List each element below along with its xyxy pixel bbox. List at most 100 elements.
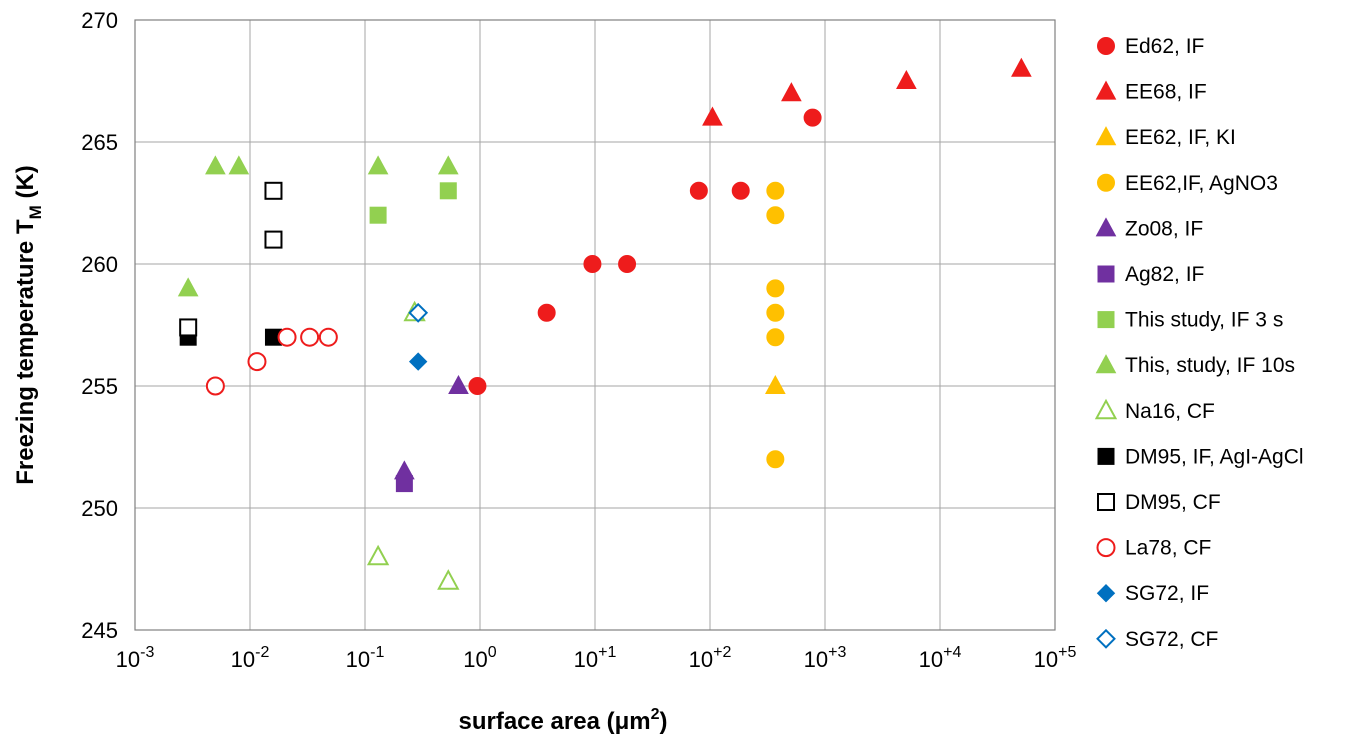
legend-item: Ed62, IF <box>1097 35 1204 58</box>
legend-item: This, study, IF 10s <box>1095 354 1295 377</box>
legend-label: Zo08, IF <box>1125 217 1203 240</box>
data-points <box>177 57 1032 590</box>
legend-marker <box>1095 354 1117 374</box>
legend-marker <box>1097 173 1115 192</box>
data-point <box>395 475 413 493</box>
y-tick-label: 245 <box>81 618 118 643</box>
legend-item: Na16, CF <box>1094 398 1215 423</box>
x-tick-label: 10+4 <box>919 644 962 672</box>
data-point <box>318 327 338 347</box>
x-tick-label: 10-3 <box>116 644 155 672</box>
data-point <box>781 82 802 102</box>
data-point <box>803 108 822 127</box>
data-point <box>264 181 283 200</box>
data-point <box>205 376 225 396</box>
legend-item: DM95, CF <box>1097 491 1221 514</box>
legend-label: EE62, IF, KI <box>1125 126 1236 149</box>
series-1 <box>702 57 1032 126</box>
legend-label: This study, IF 3 s <box>1125 309 1283 332</box>
legend-label: Ag82, IF <box>1125 263 1204 286</box>
legend-item: Ag82, IF <box>1097 263 1204 286</box>
series-12 <box>408 352 428 371</box>
data-point <box>1011 57 1032 77</box>
series-2 <box>765 374 786 394</box>
data-point <box>702 106 723 126</box>
data-point <box>300 327 320 347</box>
x-tick-label: 10+5 <box>1034 644 1077 672</box>
legend-label: DM95, CF <box>1125 491 1221 514</box>
data-point <box>179 318 198 337</box>
legend-label: EE62,IF, AgNO3 <box>1125 172 1278 195</box>
data-point <box>448 374 469 394</box>
legend: Ed62, IF EE68, IF EE62, IF, KI EE62,IF, AgN… <box>1094 35 1304 651</box>
series-5 <box>395 475 413 493</box>
x-tick-labels: 10-3 10-2 10-1 100 10+1 10+2 10+3 10+4 10+5 <box>116 644 1077 672</box>
legend-label: Na16, CF <box>1125 400 1215 423</box>
y-axis-title: Freezing temperature TM (K) <box>12 165 45 485</box>
y-tick-labels: 245 250 255 260 265 270 <box>81 8 118 643</box>
data-point <box>766 303 785 322</box>
x-tick-label: 10+1 <box>574 644 617 672</box>
series-11 <box>205 327 338 396</box>
legend-label: SG72, IF <box>1125 582 1209 605</box>
legend-item: EE62, IF, KI <box>1095 126 1236 149</box>
data-point <box>765 374 786 394</box>
data-point <box>437 569 460 590</box>
data-point <box>766 181 785 200</box>
x-axis-title: surface area (μm2) <box>458 706 667 735</box>
data-point <box>468 377 487 395</box>
legend-item: EE68, IF <box>1095 80 1207 104</box>
legend-label: Ed62, IF <box>1125 35 1204 58</box>
legend-label: SG72, CF <box>1125 628 1218 651</box>
x-tick-label: 10+3 <box>804 644 847 672</box>
series-6 <box>369 182 457 224</box>
data-point <box>177 277 199 297</box>
legend-item: La78, CF <box>1096 537 1211 560</box>
legend-item: DM95, IF, AgI-AgCl <box>1097 445 1304 468</box>
legend-item: Zo08, IF <box>1095 217 1203 240</box>
y-tick-label: 260 <box>81 252 118 277</box>
legend-item: SG72, IF <box>1096 582 1209 605</box>
legend-marker <box>1095 126 1117 146</box>
data-point <box>205 155 226 175</box>
legend-marker <box>1097 311 1115 329</box>
legend-marker <box>1097 265 1115 283</box>
data-point <box>247 352 267 372</box>
legend-marker <box>1096 583 1116 603</box>
legend-label: La78, CF <box>1125 537 1211 560</box>
data-point <box>583 255 602 273</box>
legend-marker <box>1097 493 1115 511</box>
series-7 <box>177 155 459 297</box>
legend-label: EE68, IF <box>1125 81 1207 104</box>
data-point <box>367 155 389 175</box>
x-tick-label: 10-2 <box>231 644 270 672</box>
x-tick-label: 10+2 <box>689 644 732 672</box>
data-point <box>437 155 459 175</box>
data-point <box>264 230 283 249</box>
series-10 <box>179 181 283 337</box>
data-point <box>689 181 708 200</box>
data-point <box>369 206 387 224</box>
data-point <box>408 352 428 371</box>
legend-marker <box>1096 628 1116 649</box>
legend-marker <box>1097 447 1115 465</box>
y-tick-label: 265 <box>81 130 118 155</box>
legend-marker <box>1096 538 1116 558</box>
legend-marker <box>1095 217 1117 237</box>
data-point <box>408 302 429 323</box>
series-4 <box>394 374 469 480</box>
legend-marker <box>1094 398 1118 420</box>
data-point <box>439 182 457 200</box>
grid-lines <box>134 19 1056 631</box>
legend-item: This study, IF 3 s <box>1097 309 1283 332</box>
legend-label: DM95, IF, AgI-AgCl <box>1125 445 1304 468</box>
legend-item: EE62,IF, AgNO3 <box>1097 172 1278 195</box>
data-point <box>766 279 785 298</box>
legend-marker <box>1095 80 1117 100</box>
data-point <box>277 327 297 347</box>
y-tick-label: 255 <box>81 374 118 399</box>
legend-marker <box>1097 37 1115 55</box>
data-point <box>228 155 250 175</box>
y-tick-label: 270 <box>81 8 118 33</box>
